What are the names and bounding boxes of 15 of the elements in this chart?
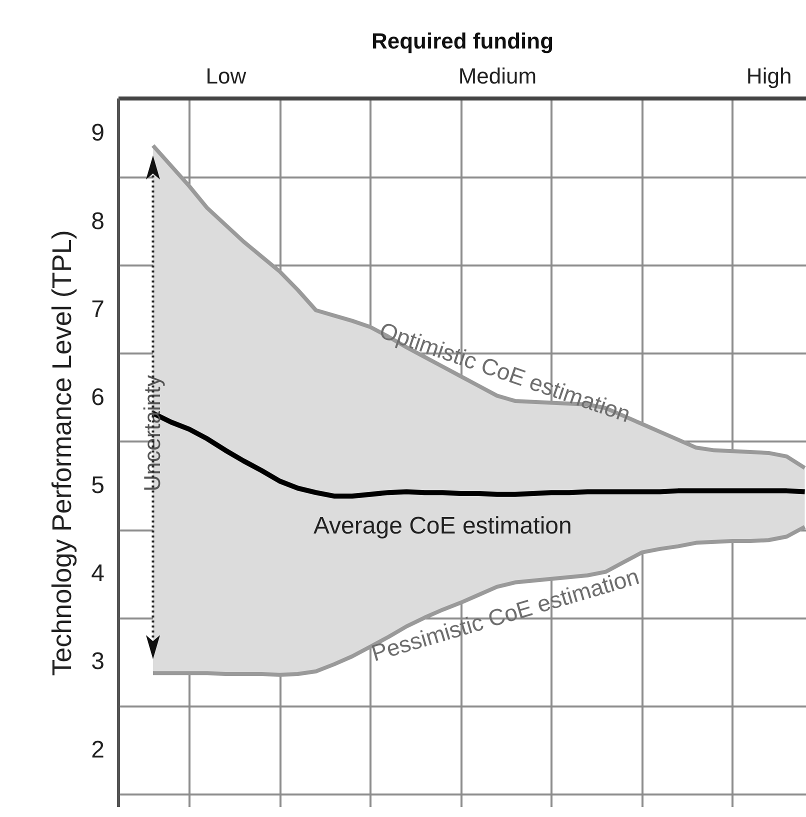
series-label: Average CoE estimation <box>313 512 572 540</box>
y-tick-label: 2 <box>91 736 104 764</box>
x-axis-title: Required funding <box>371 28 554 54</box>
x-tick-label: Low <box>206 64 246 88</box>
x-tick-label: High <box>746 64 792 88</box>
y-tick-label: 8 <box>91 208 104 235</box>
x-tick-label: Medium <box>458 64 537 88</box>
y-tick-label: 4 <box>91 560 104 588</box>
y-tick-label: 3 <box>91 648 104 676</box>
y-axis-title: Technology Performance Level (TPL) <box>47 230 78 676</box>
y-tick-label: 7 <box>91 296 104 323</box>
y-tick-label: 6 <box>91 384 104 411</box>
y-tick-label: 5 <box>91 472 104 500</box>
annotation: Uncertainty <box>138 374 165 492</box>
y-tick-label: 9 <box>91 120 104 147</box>
